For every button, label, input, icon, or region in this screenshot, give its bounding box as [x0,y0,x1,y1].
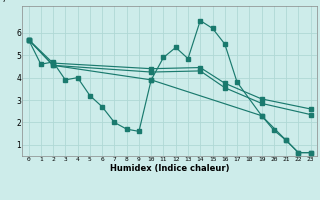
X-axis label: Humidex (Indice chaleur): Humidex (Indice chaleur) [110,164,229,173]
Text: 7: 7 [1,0,6,4]
